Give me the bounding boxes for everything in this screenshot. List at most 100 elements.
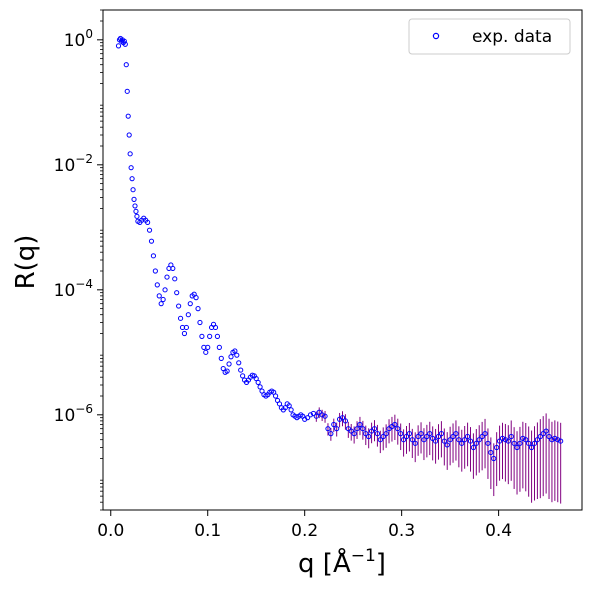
data-point [232, 348, 238, 354]
data-point [543, 428, 549, 434]
data-point [170, 265, 176, 272]
data-point [228, 354, 234, 360]
data-point [132, 203, 138, 209]
y-tick-label: 10−4 [54, 277, 93, 301]
data-point [240, 373, 246, 379]
data-point [424, 433, 430, 440]
y-axis-label: R(q) [11, 235, 41, 290]
data-point [286, 403, 292, 409]
data-point [549, 437, 555, 443]
data-point [537, 433, 543, 440]
data-point [131, 196, 137, 202]
data-point [176, 303, 182, 309]
data-point [214, 333, 221, 339]
data-point [156, 293, 162, 299]
data-point [447, 437, 453, 443]
data-point [212, 324, 219, 331]
data-point [342, 418, 349, 424]
data-point [197, 319, 203, 326]
data-point [115, 43, 122, 49]
x-tick-label: 0.4 [485, 521, 512, 541]
data-point [476, 437, 482, 443]
data-point [462, 437, 468, 443]
data-point [517, 440, 523, 446]
data-point [205, 344, 211, 350]
data-point [123, 62, 129, 68]
data-point [162, 287, 168, 293]
data-point [325, 426, 331, 432]
y-tick-label: 10−6 [54, 402, 93, 426]
data-point [450, 433, 456, 440]
data-point [126, 132, 132, 138]
data-point [366, 433, 372, 440]
data-point [380, 433, 386, 440]
data-point [467, 438, 474, 444]
data-point [363, 431, 369, 437]
data-points [115, 35, 564, 462]
data-point [459, 440, 465, 446]
data-point [546, 433, 552, 440]
data-point [181, 330, 188, 337]
data-point [255, 379, 261, 386]
data-point [334, 426, 340, 432]
data-point [412, 440, 418, 446]
data-point [226, 361, 232, 367]
data-point [154, 282, 160, 288]
data-point [148, 238, 155, 244]
data-point [357, 421, 363, 428]
data-point [216, 344, 222, 350]
data-point [276, 401, 283, 407]
data-point [403, 433, 410, 440]
data-point [505, 438, 511, 444]
data-point [508, 433, 514, 440]
data-point [502, 437, 508, 443]
data-point [339, 415, 346, 421]
data-point [558, 438, 564, 444]
data-point [238, 367, 244, 373]
data-point [310, 410, 317, 417]
data-point [526, 440, 532, 446]
legend: exp. data [408, 18, 571, 55]
data-point [319, 412, 325, 418]
data-point [224, 368, 230, 374]
data-point [354, 426, 360, 432]
data-point [150, 253, 157, 259]
data-point [177, 315, 184, 321]
data-point [514, 444, 520, 451]
x-tick-label: 0.1 [194, 521, 221, 541]
data-point [496, 438, 503, 444]
data-point [482, 431, 488, 437]
data-point [146, 227, 153, 233]
data-point [453, 431, 459, 437]
data-point [531, 440, 538, 446]
data-point [124, 88, 130, 94]
data-point [187, 301, 193, 307]
data-point [234, 352, 240, 358]
legend-label: exp. data [472, 27, 552, 47]
data-point [121, 38, 127, 44]
data-point [128, 165, 134, 171]
data-point [351, 431, 357, 437]
data-point [523, 437, 529, 443]
data-point [307, 412, 314, 418]
data-point [193, 295, 199, 301]
data-point [133, 208, 139, 214]
data-point [160, 296, 166, 303]
data-point [435, 433, 442, 440]
data-point [129, 176, 135, 182]
data-point [499, 435, 506, 441]
data-point [400, 437, 407, 443]
data-point [125, 113, 131, 119]
data-point [383, 431, 389, 437]
data-point [392, 421, 398, 428]
data-point [322, 413, 328, 419]
data-point [520, 435, 526, 441]
data-point [374, 431, 381, 437]
data-point [145, 219, 151, 225]
data-point [152, 268, 158, 274]
data-point [438, 431, 445, 437]
data-point [185, 312, 191, 318]
legend-box [408, 18, 571, 55]
data-point [377, 437, 383, 443]
